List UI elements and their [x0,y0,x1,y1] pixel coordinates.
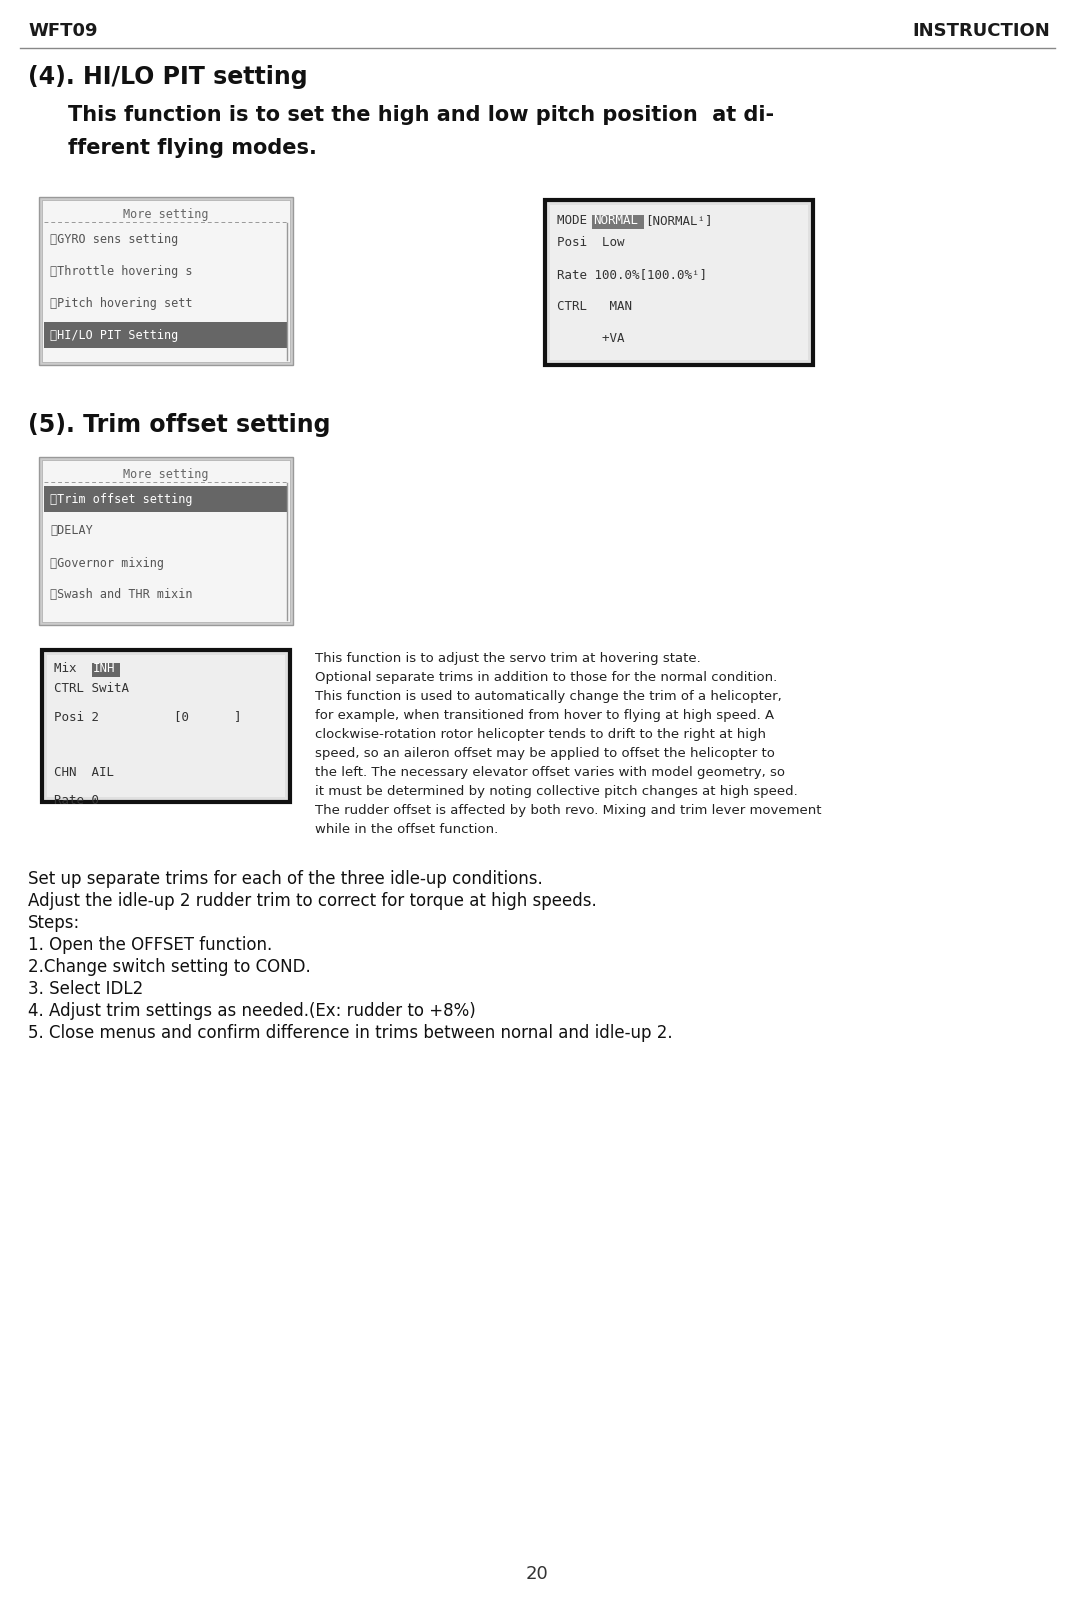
Text: ⑦Governor mixing: ⑦Governor mixing [51,556,164,569]
Text: INH: INH [94,662,115,675]
Text: ②Throttle hovering s: ②Throttle hovering s [51,265,192,278]
FancyBboxPatch shape [592,215,644,230]
Text: for example, when transitioned from hover to flying at high speed. A: for example, when transitioned from hove… [315,709,774,722]
Text: ①GYRO sens setting: ①GYRO sens setting [51,233,178,246]
Text: The rudder offset is affected by both revo. Mixing and trim lever movement: The rudder offset is affected by both re… [315,804,821,816]
Text: 3. Select IDL2: 3. Select IDL2 [28,980,143,998]
Text: This function is to set the high and low pitch position  at di-: This function is to set the high and low… [68,104,774,125]
Text: Posi 2          [0      ]: Posi 2 [0 ] [54,710,242,723]
FancyBboxPatch shape [47,656,285,797]
FancyBboxPatch shape [42,199,290,362]
Text: the left. The necessary elevator offset varies with model geometry, so: the left. The necessary elevator offset … [315,767,785,779]
FancyBboxPatch shape [44,485,288,513]
Text: ③Pitch hovering sett: ③Pitch hovering sett [51,297,192,310]
Text: MODE: MODE [557,214,594,227]
Text: Mix: Mix [54,662,91,675]
FancyBboxPatch shape [550,206,808,360]
Text: ④HI/LO PIT Setting: ④HI/LO PIT Setting [51,328,178,342]
Text: 20: 20 [526,1565,548,1583]
Text: More setting: More setting [124,468,209,480]
Text: Adjust the idle-up 2 rudder trim to correct for torque at high speeds.: Adjust the idle-up 2 rudder trim to corr… [28,892,597,910]
FancyBboxPatch shape [39,198,293,365]
Text: This function is to adjust the servo trim at hovering state.: This function is to adjust the servo tri… [315,652,701,665]
Text: ⑤Trim offset setting: ⑤Trim offset setting [51,492,192,506]
Text: NORMAL: NORMAL [593,214,637,227]
Text: 1. Open the OFFSET function.: 1. Open the OFFSET function. [28,935,272,955]
Text: More setting: More setting [124,207,209,222]
FancyBboxPatch shape [42,649,290,802]
Text: 2.Change switch setting to COND.: 2.Change switch setting to COND. [28,958,311,975]
Text: INSTRUCTION: INSTRUCTION [913,22,1050,40]
FancyBboxPatch shape [92,664,120,677]
Text: while in the offset function.: while in the offset function. [315,823,498,836]
Text: it must be determined by noting collective pitch changes at high speed.: it must be determined by noting collecti… [315,784,798,799]
Text: Steps:: Steps: [28,914,81,932]
Text: CHN  AIL: CHN AIL [54,767,114,779]
Text: clockwise-rotation rotor helicopter tends to drift to the right at high: clockwise-rotation rotor helicopter tend… [315,728,766,741]
Text: (4). HI/LO PIT setting: (4). HI/LO PIT setting [28,64,307,88]
Text: Rate 0: Rate 0 [54,794,99,807]
Text: [NORMALⁱ]: [NORMALⁱ] [645,214,713,227]
Text: 4. Adjust trim settings as needed.(Ex: rudder to +8%): 4. Adjust trim settings as needed.(Ex: r… [28,1003,476,1020]
Text: CTRL   MAN: CTRL MAN [557,301,632,313]
FancyBboxPatch shape [39,456,293,625]
Text: (5). Trim offset setting: (5). Trim offset setting [28,413,330,437]
Text: Posi  Low: Posi Low [557,236,625,249]
Text: WFT09: WFT09 [28,22,98,40]
Text: Optional separate trims in addition to those for the normal condition.: Optional separate trims in addition to t… [315,672,777,685]
Text: Rate 100.0%[100.0%ⁱ]: Rate 100.0%[100.0%ⁱ] [557,268,707,281]
FancyBboxPatch shape [44,321,288,349]
FancyBboxPatch shape [545,199,813,365]
Text: Set up separate trims for each of the three idle-up conditions.: Set up separate trims for each of the th… [28,869,543,889]
Text: +VA: +VA [557,333,625,346]
Text: 5. Close menus and confirm difference in trims between nornal and idle-up 2.: 5. Close menus and confirm difference in… [28,1024,673,1041]
FancyBboxPatch shape [42,460,290,622]
Text: This function is used to automatically change the trim of a helicopter,: This function is used to automatically c… [315,689,782,702]
Text: CTRL SwitA: CTRL SwitA [54,681,129,694]
Text: ⑧Swash and THR mixin: ⑧Swash and THR mixin [51,588,192,601]
Text: speed, so an aileron offset may be applied to offset the helicopter to: speed, so an aileron offset may be appli… [315,747,775,760]
Text: ⑥DELAY: ⑥DELAY [51,524,92,537]
Text: fferent flying modes.: fferent flying modes. [68,138,317,157]
